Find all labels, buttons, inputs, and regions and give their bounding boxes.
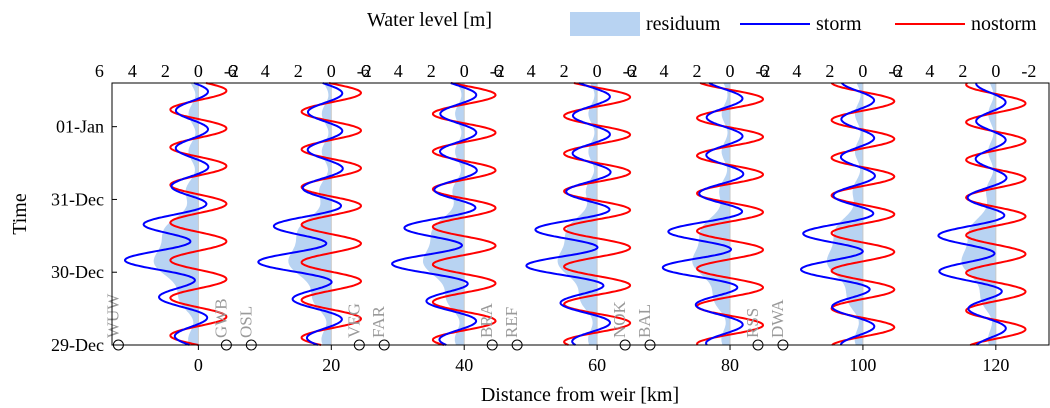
station-label: OSL [236,306,255,338]
y-tick-label: 01-Jan [56,117,104,137]
legend-label-storm: storm [816,13,862,35]
water-level-tick-label: -2 [490,61,505,81]
legend-label-nostorm: nostorm [971,13,1037,35]
x-tick-label: 0 [194,355,203,375]
x-tick-label: 100 [849,355,876,375]
water-level-tick-label: 0 [858,61,867,81]
plot-area: WUW GWB OSL VEG FAR BRA REF NOK BAL RSS DWA [103,82,1027,351]
water-level-tick-label: 2 [825,61,834,81]
water-level-tick-label: -2 [1021,61,1036,81]
residuum-area [826,83,863,345]
nostorm-line [965,82,1027,346]
water-level-tick-label: 0 [726,61,735,81]
station-label: RSS [743,308,762,338]
y-tick-label: 29-Dec [51,335,104,355]
water-level-tick-label: 4 [394,61,403,81]
water-level-tick-label: 4 [261,61,270,81]
water-level-tick-label: 4 [128,61,137,81]
water-level-tick-label: 0 [593,61,602,81]
x-axis-label: Distance from weir [km] [481,384,679,406]
station-label: REF [502,307,521,338]
water-level-tick-label: 2 [161,61,170,81]
water-level-tick-label: 6 [361,61,370,81]
storm-line [257,82,344,346]
y-axis-label: Time [9,193,31,235]
legend: Water level [m] residuum storm nostorm [367,9,1037,36]
residuum-area [288,83,332,345]
legend-title: Water level [m] [367,9,492,31]
residuum-area [961,83,996,345]
water-level-tick-label: -2 [888,61,903,81]
water-level-tick-label: 2 [294,61,303,81]
station-label: BRA [477,302,496,338]
residuum-area [692,83,731,345]
legend-label-residuum: residuum [646,13,721,35]
water-level-tick-label: -2 [357,61,372,81]
nostorm-line [169,82,228,346]
water-level-tick-label: -2 [623,61,638,81]
water-level-tick-label: 2 [560,61,569,81]
water-level-tick-label: 4 [660,61,669,81]
station-label: FAR [369,306,388,338]
water-level-tick-label: 4 [527,61,536,81]
legend-swatch-residuum [570,12,640,36]
water-level-tick-label: 6 [892,61,901,81]
plot-frame [111,82,1050,346]
water-level-tick-label: 0 [327,61,336,81]
station-label: NOK [610,300,629,338]
axes: 6 4 2 0 -26 4 2 0 -26 4 2 0 -26 4 2 0 -26 4 2 0 -26 4 2 0 -26 4 2 0… [51,61,1036,375]
water-level-tick-label: 4 [792,61,801,81]
water-level-tick-label: 4 [925,61,934,81]
residuum-area [153,83,199,345]
storm-line [799,82,876,346]
water-level-tick-label: 0 [460,61,469,81]
nostorm-line [431,82,497,346]
station-label: GWB [211,298,230,338]
storm-line [937,83,1008,346]
station-label: DWA [768,299,787,338]
residuum-area [423,83,465,345]
y-tick-label: 31-Dec [51,189,104,209]
storm-line [661,82,745,346]
water-level-tick-label: 6 [228,61,237,81]
station-label: VEG [344,303,363,338]
x-tick-label: 80 [721,355,739,375]
water-level-tick-label: 0 [991,61,1000,81]
nostorm-line [300,82,363,346]
nostorm-line [830,82,896,346]
storm-line [525,82,612,346]
y-tick-label: 30-Dec [51,262,104,282]
x-tick-label: 20 [322,355,340,375]
water-level-tick-label: 6 [759,61,768,81]
x-tick-label: 120 [982,355,1009,375]
storm-line [391,82,478,346]
water-level-tick-label: 2 [693,61,702,81]
water-level-tick-label: 6 [494,61,503,81]
water-level-tick-label: 6 [95,61,104,81]
water-level-tick-label: 6 [627,61,636,81]
nostorm-line [563,82,632,346]
x-tick-label: 40 [455,355,473,375]
water-level-tick-label: -2 [224,61,239,81]
water-level-tick-label: 2 [958,61,967,81]
water-level-tick-label: 0 [194,61,203,81]
x-tick-label: 60 [588,355,606,375]
water-level-tick-label: -2 [756,61,771,81]
water-level-tick-label: 2 [427,61,436,81]
storm-line [124,82,210,346]
station-label: WUW [103,293,122,338]
station-label: BAL [635,304,654,338]
